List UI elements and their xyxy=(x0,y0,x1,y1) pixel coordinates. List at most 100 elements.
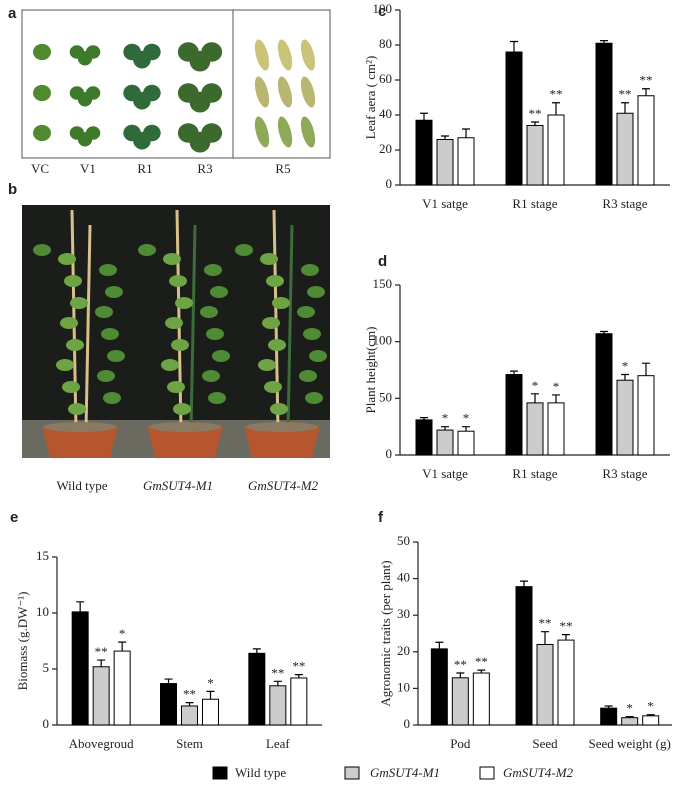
plant-leaf xyxy=(56,359,74,371)
y-tick-label: 30 xyxy=(397,606,410,621)
plant-leaf xyxy=(95,306,113,318)
bar xyxy=(457,137,475,186)
error-bar xyxy=(531,121,539,126)
significance: ** xyxy=(640,73,653,88)
significance: * xyxy=(442,411,449,426)
photo-a-label: V1 xyxy=(80,161,96,176)
error-bar xyxy=(541,631,549,645)
plant-leaf xyxy=(206,328,224,340)
plant-leaf xyxy=(297,306,315,318)
error-bar xyxy=(625,715,634,718)
leaf xyxy=(77,51,93,66)
y-tick-label: 0 xyxy=(404,716,411,731)
leaf xyxy=(33,124,51,142)
y-tick-label: 0 xyxy=(386,446,393,461)
leaf xyxy=(189,50,211,72)
y-tick-label: 10 xyxy=(397,679,410,694)
plant-leaf xyxy=(202,370,220,382)
plant-leaf xyxy=(301,264,319,276)
pod xyxy=(254,76,270,108)
stick xyxy=(84,224,92,431)
y-tick-label: 0 xyxy=(43,716,50,731)
plant-photo xyxy=(33,209,327,458)
error-bar xyxy=(76,601,85,612)
bar xyxy=(595,333,613,456)
plant-leaf xyxy=(171,339,189,351)
significance: ** xyxy=(539,616,552,631)
leaf-photo xyxy=(33,39,316,153)
plant-leaf xyxy=(33,244,51,256)
bar xyxy=(451,677,469,726)
plant-leaf xyxy=(299,370,317,382)
bar xyxy=(290,677,308,726)
plant-leaf xyxy=(175,297,193,309)
error-bar xyxy=(456,672,465,678)
leaf xyxy=(133,50,151,69)
soil xyxy=(44,422,116,432)
leaf xyxy=(133,91,151,110)
error-bar xyxy=(642,88,650,96)
pot xyxy=(244,425,320,458)
error-bar xyxy=(206,690,215,700)
y-tick-label: 50 xyxy=(397,533,410,548)
plant-leaf xyxy=(163,253,181,265)
bar xyxy=(436,139,454,186)
error-bar xyxy=(477,669,486,674)
significance: * xyxy=(553,379,560,394)
y-tick-label: 5 xyxy=(43,660,50,675)
significance: ** xyxy=(271,665,284,680)
significance: * xyxy=(626,701,633,716)
leaf xyxy=(77,92,93,107)
plant-leaf xyxy=(305,392,323,404)
legend-swatch xyxy=(344,766,360,780)
legend-label: GmSUT4-M1 xyxy=(370,765,440,780)
significance: ** xyxy=(183,687,196,702)
plant-leaf xyxy=(200,306,218,318)
bar xyxy=(595,42,613,186)
photo-b-label: GmSUT4-M1 xyxy=(143,478,213,493)
pod xyxy=(300,116,316,148)
error-bar xyxy=(621,373,629,381)
error-bar xyxy=(273,680,282,686)
significance: ** xyxy=(292,659,305,674)
stick xyxy=(286,224,294,431)
error-bar xyxy=(531,393,539,403)
error-bar xyxy=(462,426,470,432)
error-bar xyxy=(520,580,528,587)
plant-leaf xyxy=(105,286,123,298)
significance: * xyxy=(463,411,470,426)
bar xyxy=(637,95,655,186)
y-axis-label: Plant height(cm) xyxy=(363,326,378,413)
error-bar xyxy=(600,330,608,334)
bar xyxy=(457,430,475,456)
photo-a-label: R3 xyxy=(197,161,212,176)
plant-leaf xyxy=(266,275,284,287)
plant-leaf xyxy=(60,317,78,329)
significance: * xyxy=(207,675,214,690)
error-bar xyxy=(435,641,444,649)
bar xyxy=(621,717,639,726)
bar xyxy=(642,715,660,726)
plant-leaf xyxy=(264,381,282,393)
bar xyxy=(557,639,575,726)
error-bar xyxy=(642,362,650,376)
error-bar xyxy=(552,102,560,115)
plant-leaf xyxy=(272,297,290,309)
y-tick-label: 10 xyxy=(36,604,49,619)
bar xyxy=(415,419,433,456)
plant-leaf xyxy=(173,403,191,415)
plant-leaf xyxy=(260,253,278,265)
bar xyxy=(505,51,523,186)
y-tick-label: 0 xyxy=(386,176,393,191)
plant-leaf xyxy=(309,350,327,362)
bar xyxy=(430,648,448,726)
error-bar xyxy=(441,426,449,431)
bar xyxy=(505,374,523,456)
pod xyxy=(277,39,293,71)
error-bar xyxy=(97,659,106,667)
error-bar xyxy=(510,370,518,375)
y-tick-label: 40 xyxy=(397,570,410,585)
error-bar xyxy=(510,40,518,52)
error-bar xyxy=(600,40,608,44)
error-bar xyxy=(420,112,428,121)
